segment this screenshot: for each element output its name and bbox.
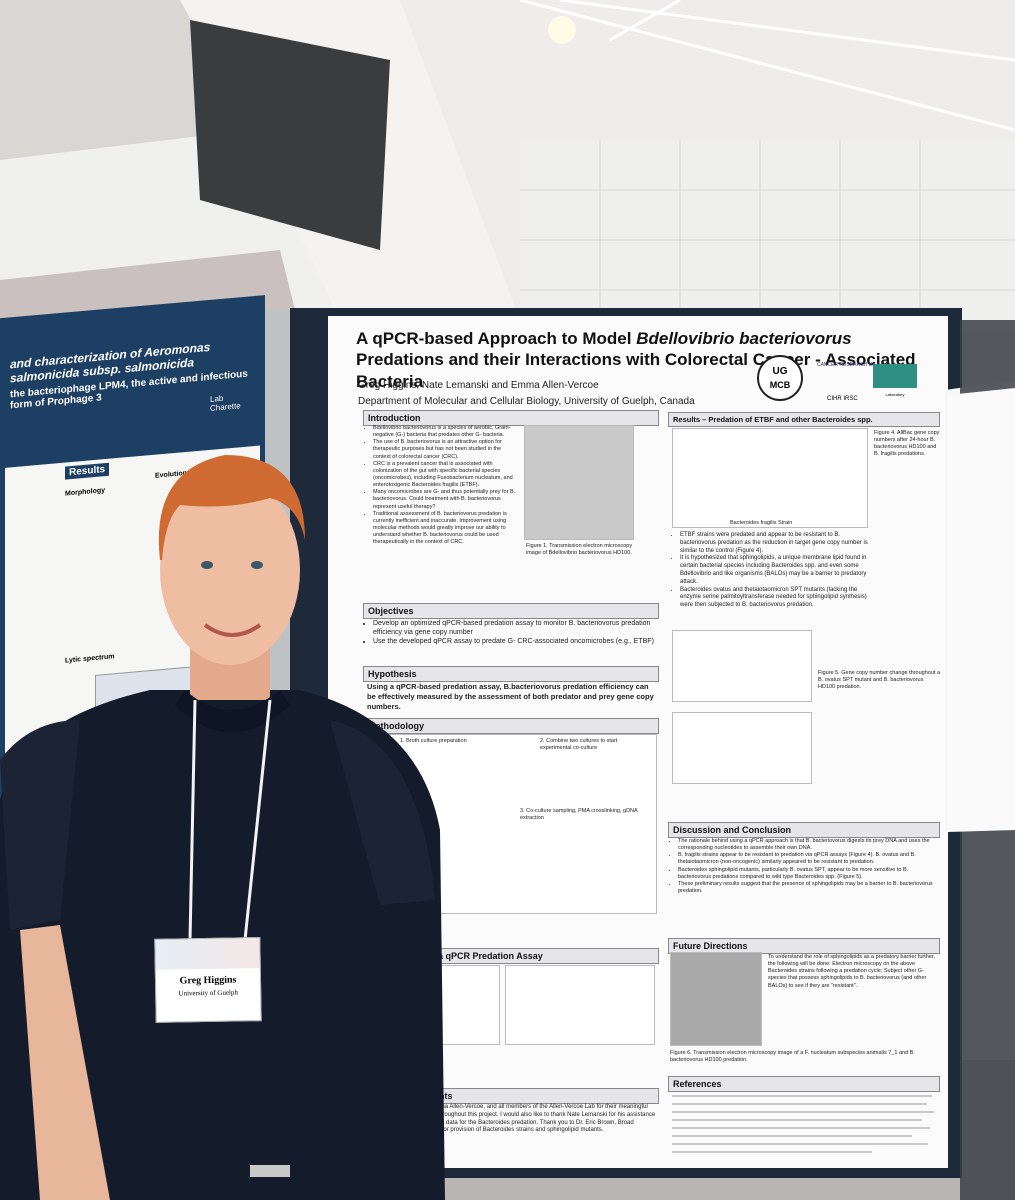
bullet: The use of B. bacteriovorus is an attrac… <box>373 439 517 460</box>
logo-text: CANCER RESEARCH UK <box>817 362 876 368</box>
logos: UG MCB CANCER RESEARCH UK CIHR IRSC Labo… <box>757 355 917 402</box>
section-heading: Objectives <box>363 603 659 619</box>
poster-affiliation: Department of Molecular and Cellular Bio… <box>358 396 695 407</box>
bullet: Bacteroides sphingolipid mutants, partic… <box>678 867 938 881</box>
bullet: Develop an optimized qPCR-based predatio… <box>373 619 655 637</box>
badge-name: Greg Higgins <box>179 974 237 987</box>
bullet: Use the developed qPCR assay to predate … <box>373 637 655 646</box>
logo-text: UG <box>773 366 788 377</box>
section-heading: Future Directions <box>668 938 940 954</box>
figure-panel <box>672 428 868 528</box>
bullet: Bdellovibrio bacteriovorus is a species … <box>373 425 517 439</box>
section-text: I would like to thank Dr. Emma Allen-Ver… <box>367 1104 656 1134</box>
bullet: Bacteroides ovatus and thetaiotaomicron … <box>680 587 872 610</box>
figure-caption: Figure 1. Transmission electron microsco… <box>526 543 633 557</box>
bullet: The rationale behind using a qPCR approa… <box>678 838 938 852</box>
bullet: B. fragilis strains appear to be resista… <box>678 852 938 866</box>
logo-text: MCB <box>770 380 791 390</box>
axis-label: Bacteroides fragilis Strain <box>730 520 793 526</box>
bullet: ETBF strains were predated and appear to… <box>680 532 872 555</box>
section-text: Using a qPCR-based predation assay, B.ba… <box>367 682 654 711</box>
figure-panel <box>672 630 812 702</box>
figure-panel <box>505 965 655 1045</box>
logo-text: Laboratory <box>885 392 904 397</box>
section-heading: Methodology <box>363 718 659 734</box>
section-heading: Hypothesis <box>363 666 659 682</box>
bullet: Many oncomicrobes are G- and thus potent… <box>373 489 517 510</box>
bullet: These preliminary results suggest that t… <box>678 881 938 895</box>
tem-image <box>670 952 762 1046</box>
name-badge: Greg Higgins University of Guelph <box>154 937 262 1023</box>
tem-image <box>524 425 634 540</box>
bullet: CRC is a prevalent cancer that is associ… <box>373 461 517 490</box>
section-heading: References <box>668 1076 940 1092</box>
section-text: Bdellovibrio bacteriovorus is a species … <box>365 425 517 546</box>
section-heading: Discussion and Conclusion <box>668 822 940 838</box>
method-step: 1. Broth culture preparation <box>400 738 467 744</box>
bullet: Traditional assessment of B. bacteriovor… <box>373 511 517 547</box>
figure-caption: Figure 5. Gene copy number change throug… <box>818 670 940 691</box>
poster-authors: Greg Higgins, Nate Lemanski and Emma All… <box>358 380 599 391</box>
title-part: A qPCR-based Approach to Model <box>356 329 637 348</box>
figure-panel <box>672 712 812 784</box>
poster-title: A qPCR-based Approach to Model Bdellovib… <box>356 328 916 392</box>
reference-lines <box>672 1095 934 1153</box>
title-part: Bdellovibrio bacteriovorus <box>636 329 852 348</box>
section-heading: Introduction <box>363 410 659 426</box>
figure-caption: Figure 4. AllBac gene copy numbers after… <box>874 430 940 458</box>
method-step: 3. Co-culture sampling, PMA crosslinking… <box>520 808 638 822</box>
section-text: To understand the role of sphingolipids … <box>768 954 935 989</box>
bullet: It is hypothesized that sphingolipids, a… <box>680 555 872 586</box>
section-text: Develop an optimized qPCR-based predatio… <box>365 619 655 646</box>
badge-org: University of Guelph <box>178 988 239 998</box>
figure-caption: Figure 6. Transmission electron microsco… <box>670 1050 915 1064</box>
section-text: ETBF strains were predated and appear to… <box>672 532 872 610</box>
method-step: 2. Combine two cultures to start experim… <box>540 738 618 752</box>
logo-text: CIHR IRSC <box>827 396 858 402</box>
section-heading: Results – Predation of ETBF and other Ba… <box>668 412 940 427</box>
section-text: The rationale behind using a qPCR approa… <box>670 838 938 895</box>
